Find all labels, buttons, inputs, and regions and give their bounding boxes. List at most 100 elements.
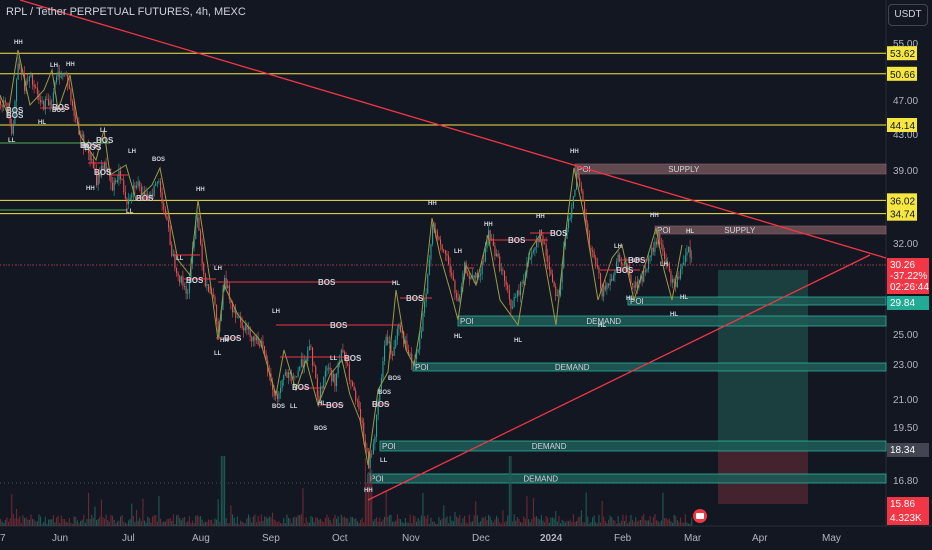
candle-body (532, 250, 534, 253)
candle-body (212, 294, 214, 297)
volume-bar (347, 518, 349, 526)
volume-bar (377, 521, 379, 526)
volume-bar (608, 519, 610, 526)
volume-bar (688, 523, 690, 526)
volume-bar (313, 522, 315, 526)
volume-bar (46, 523, 48, 526)
volume-bar (278, 521, 280, 526)
candle-body (633, 285, 635, 288)
candle-body (16, 79, 18, 102)
structure-label: HH (220, 338, 229, 344)
volume-bar (217, 499, 219, 526)
demand-zone: POI (627, 296, 887, 306)
candle-body (164, 208, 166, 217)
volume-bar (686, 522, 688, 526)
volume-bar (483, 517, 485, 526)
volume-bar (67, 522, 69, 526)
price-badge-text: -37.22% (890, 271, 927, 282)
structure-label: HH (536, 214, 545, 220)
volume-bar (96, 520, 98, 526)
volume-bar (78, 523, 80, 526)
volume-bar (529, 522, 531, 526)
candle-body (200, 230, 202, 244)
volume-bar (164, 521, 166, 526)
price-badge: 29.84 (887, 296, 929, 310)
candle-body (632, 283, 634, 286)
candle-body (14, 101, 16, 124)
volume-bar (112, 515, 114, 526)
demand-zone-box (379, 440, 887, 452)
volume-bar (259, 521, 261, 526)
x-axis-tick-label: Dec (472, 533, 490, 544)
bos-label: BOS (406, 294, 424, 303)
volume-bar (107, 520, 109, 526)
zone-label: DEMAND (532, 442, 567, 451)
candle-body (691, 257, 693, 259)
volume-bar (337, 516, 339, 526)
candle-body (347, 363, 349, 365)
volume-bar (531, 519, 533, 526)
volume-bar (331, 523, 333, 526)
volume-bar (88, 492, 90, 526)
candle-body (168, 220, 170, 228)
bos-label: BOS (292, 383, 310, 392)
candle-body (348, 364, 350, 381)
candle-body (601, 288, 603, 297)
bos-label: BOS (550, 229, 568, 238)
volume-bar (153, 515, 155, 526)
candle-body (644, 270, 646, 272)
volume-bar (657, 521, 659, 526)
currency-selector-button[interactable]: USDT (888, 4, 928, 26)
volume-bar (267, 518, 269, 526)
bos-label: BOS (372, 400, 390, 409)
candle-body (235, 310, 237, 318)
candle-body (627, 265, 629, 271)
candle-body (680, 268, 682, 279)
volume-bar (49, 519, 51, 526)
candle-body (363, 422, 365, 441)
candle-body (160, 181, 162, 193)
zone-poi-label: POI (630, 297, 644, 306)
candle-body (324, 370, 326, 377)
candle-body (603, 285, 605, 297)
volume-bar (412, 515, 414, 526)
volume-bar (516, 517, 518, 526)
volume-bar (513, 514, 515, 526)
candle-body (27, 80, 29, 82)
candle-body (209, 291, 211, 294)
demand-zone-box (457, 315, 887, 327)
volume-bar (460, 523, 462, 526)
candle-body (222, 289, 224, 311)
candle-body (332, 373, 334, 382)
volume-bar (441, 518, 443, 526)
volume-bar (646, 520, 648, 526)
candle-body (171, 244, 173, 256)
volume-bar (611, 517, 613, 526)
volume-bar (68, 517, 70, 526)
volume-bar (566, 520, 568, 526)
candle-body (492, 238, 494, 246)
candle-body (544, 243, 546, 245)
volume-bar (150, 522, 152, 526)
volume-bar (193, 522, 195, 526)
volume-bar (587, 516, 589, 526)
candle-body (435, 229, 437, 232)
volume-bar (345, 518, 347, 526)
volume-bar (123, 521, 125, 526)
candle-body (254, 336, 256, 341)
volume-bar (363, 522, 365, 526)
candle-body (315, 366, 317, 378)
volume-bar (304, 523, 306, 526)
volume-bar (158, 496, 160, 526)
volume-bar (131, 503, 133, 526)
volume-bar (171, 520, 173, 526)
volume-bar (489, 516, 491, 526)
candle-body (174, 254, 176, 269)
volume-bar (251, 522, 253, 526)
candle-body (193, 239, 195, 248)
volume-bar (598, 514, 600, 526)
volume-bar (563, 520, 565, 526)
zone-label: DEMAND (523, 475, 558, 484)
candle-body (259, 344, 261, 347)
